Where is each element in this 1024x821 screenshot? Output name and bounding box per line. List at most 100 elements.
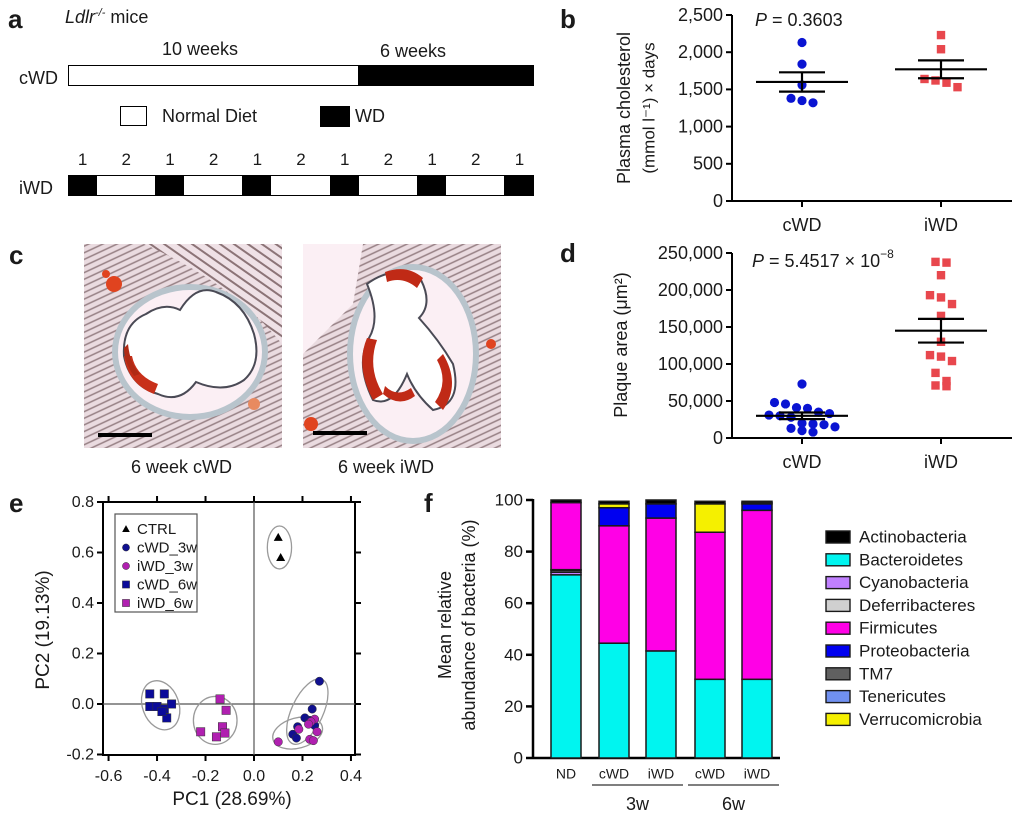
chart-d-point-iWD xyxy=(931,381,940,390)
chart-e-ellipse-CTRL xyxy=(266,525,293,570)
chart-f-y-tick-label: 80 xyxy=(504,542,523,561)
knockout-superscript: -/- xyxy=(95,7,106,19)
chart-e-y-tick-label: -0.2 xyxy=(66,747,94,764)
chart-f-legend-label: Actinobacteria xyxy=(859,527,967,546)
chart-f-legend-label: Proteobacteria xyxy=(859,641,970,660)
chart-d-point-iWD xyxy=(925,350,935,360)
chart-e-point-CTRL xyxy=(273,532,283,541)
chart-e-legend-label: CTRL xyxy=(137,521,176,538)
histology-cwd-drawing xyxy=(84,244,282,448)
panel-b-letter: b xyxy=(560,4,576,34)
chart-d-point-iWD xyxy=(936,311,946,321)
chart-f-y-tick-label: 60 xyxy=(504,594,523,613)
cwd-wd-segment xyxy=(358,65,534,86)
chart-d-x-tick-label: iWD xyxy=(924,452,958,472)
chart-d-point-cWD xyxy=(780,399,791,409)
chart-e-point-iWD_6w xyxy=(220,728,230,738)
chart-e-y-label: PC2 (19.13%) xyxy=(33,570,54,689)
iwd-wd-segment xyxy=(242,174,272,196)
chart-d-point-iWD xyxy=(942,376,951,386)
chart-d-point-iWD xyxy=(936,352,946,361)
chart-e-y-tick-label: 0.6 xyxy=(72,545,94,562)
panel-c-letter: c xyxy=(9,240,24,270)
chart-e-legend-marker-iWD_3w xyxy=(122,562,130,570)
chart-f-group-label: 6w xyxy=(722,794,746,814)
legend-wd-label: WD xyxy=(355,106,385,126)
chart-f-bar-segment-Actinobacteria xyxy=(550,499,582,504)
iwd-wd-segment xyxy=(329,174,359,196)
chart-d-point-iWD xyxy=(942,382,951,391)
chart-f-x-tick-label: iWD xyxy=(744,766,770,782)
chart-f-legend-label: Bacteroidetes xyxy=(859,550,963,569)
chart-e-point-cWD_3w xyxy=(307,704,317,714)
chart-e-point-cWD_3w xyxy=(314,676,324,686)
chart-e-x-tick-label: -0.4 xyxy=(143,768,171,785)
chart-b-y-tick-label: 2,500 xyxy=(678,5,723,25)
panel-e-letter: e xyxy=(9,488,24,518)
chart-e-point-iWD_3w xyxy=(294,724,304,734)
chart-d-y-tick-label: 200,000 xyxy=(658,280,723,300)
chart-e-point-cWD_6w xyxy=(162,713,172,723)
chart-b-y-tick-label: 2,000 xyxy=(678,42,723,62)
chart-d-point-cWD xyxy=(797,379,807,389)
chart-f-legend-swatch-Firmicutes xyxy=(825,621,851,635)
chart-f-legend-label: Firmicutes xyxy=(859,619,937,638)
chart-f-bar-segment-Bacteroidetes xyxy=(694,678,726,759)
chart-e-x-tick-label: 0.2 xyxy=(291,768,313,785)
chart-f-legend-swatch-Proteobacteria xyxy=(825,644,851,658)
chart-e-y-tick-label: 0.2 xyxy=(72,646,94,663)
chart-b-y-label-line2: (mmol l⁻¹) × days xyxy=(639,42,658,173)
chart-d-point-cWD xyxy=(808,419,818,429)
period2-label: 6 weeks xyxy=(380,41,447,61)
chart-d-y-tick-label: 250,000 xyxy=(658,243,723,263)
chart-f-x-tick-label: ND xyxy=(556,766,576,782)
chart-d-point-cWD xyxy=(802,403,813,413)
chart-f-bar-segment-Firmicutes xyxy=(598,525,630,644)
chart-e-legend-marker-CTRL xyxy=(122,525,130,532)
chart-b-y-tick-label: 1,500 xyxy=(678,79,723,99)
iwd-week-count-label: 1 xyxy=(165,150,175,169)
chart-f-bar-segment-Firmicutes xyxy=(645,517,677,652)
iwd-week-count-label: 1 xyxy=(514,150,525,169)
chart-d-point-cWD xyxy=(808,427,818,437)
chart-f-bar-segment-Bacteroidetes xyxy=(550,574,582,759)
chart-e-point-iWD_3w xyxy=(273,737,283,747)
chart-d-point-iWD xyxy=(947,299,957,309)
chart-f-bar-segment-Bacteroidetes xyxy=(598,642,630,759)
chart-f-y-tick-label: 40 xyxy=(504,645,523,664)
chart-d-point-iWD xyxy=(947,356,957,366)
panel-a-letter: a xyxy=(8,4,23,34)
chart-f-bar-segment-Proteobacteria xyxy=(645,503,677,519)
chart-d-point-iWD xyxy=(942,258,951,267)
panel-d-letter: d xyxy=(560,238,576,268)
chart-f-y-tick-label: 100 xyxy=(495,490,523,509)
chart-f-legend-swatch-Actinobacteria xyxy=(825,530,851,544)
chart-b-point-iWD xyxy=(936,30,946,40)
p-value-text: = 5.4517 × 10 xyxy=(764,251,880,271)
chart-d-y-tick-label: 50,000 xyxy=(668,391,723,411)
chart-f-legend-swatch-Cyanobacteria xyxy=(825,575,851,590)
chart-e-legend-label: cWD_6w xyxy=(137,576,197,593)
chart-e-point-cWD_6w xyxy=(167,699,177,709)
iwd-row-label: iWD xyxy=(19,178,53,198)
chart-e-ellipse-cWD_6w xyxy=(140,680,181,731)
chart-e-legend-label: cWD_3w xyxy=(137,539,197,556)
chart-e-legend-label: iWD_3w xyxy=(137,558,193,575)
iwd-wd-segment xyxy=(504,174,534,196)
histology-image-cwd xyxy=(84,244,282,448)
chart-f-bar-segment-Actinobacteria xyxy=(741,500,773,504)
chart-e-point-iWD_3w xyxy=(308,736,318,746)
chart-b-y-tick-label: 1,000 xyxy=(678,116,723,136)
chart-d-x-tick-label: cWD xyxy=(783,452,822,472)
chart-e-point-iWD_3w xyxy=(312,727,322,737)
chart-d-point-iWD xyxy=(936,271,946,280)
chart-f-legend-label: Deferribacteres xyxy=(859,596,975,615)
chart-f-bar-segment-Actinobacteria xyxy=(598,500,630,505)
chart-e-ellipse-iWD_3w xyxy=(272,716,324,750)
chart-b-y-tick-label: 500 xyxy=(693,154,723,174)
chart-e-y-tick-label: 0.4 xyxy=(72,595,94,612)
chart-f-legend-label: Verrucomicrobia xyxy=(859,710,982,729)
legend-wd-swatch xyxy=(320,106,350,127)
chart-e-point-cWD_6w xyxy=(157,707,167,717)
